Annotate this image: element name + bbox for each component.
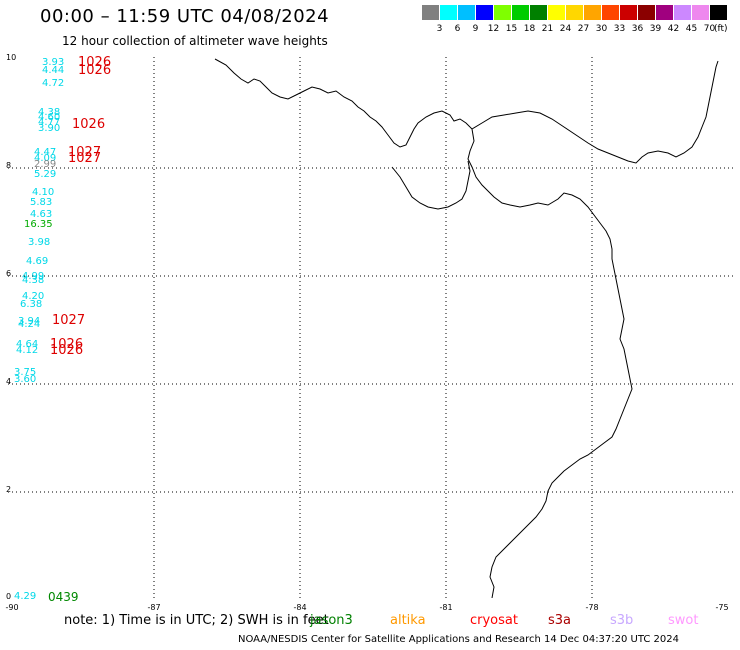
altimeter-map <box>8 57 735 598</box>
satellite-legend-item: altika <box>390 613 426 628</box>
x-axis-label: -84 <box>293 603 307 612</box>
y-axis-label: 10 <box>6 53 17 62</box>
color-scale-tick: 36 <box>631 24 644 34</box>
wave-height-label: 0439 <box>48 590 79 604</box>
color-scale-tick: 39 <box>649 24 662 34</box>
color-scale-tick: 9 <box>472 24 479 34</box>
wave-height-label: 4.38 <box>38 107 61 118</box>
color-swatch <box>566 5 583 20</box>
color-swatch <box>584 5 601 20</box>
color-scale-tick: 30 <box>595 24 608 34</box>
wave-height-label: 1027 <box>68 145 102 160</box>
wave-height-label: 4.47 <box>34 147 57 158</box>
color-scale-tick: 6 <box>454 24 461 34</box>
satellite-legend-item: swot <box>668 613 699 628</box>
page-title: 00:00 – 11:59 UTC 04/08/2024 <box>40 6 330 27</box>
color-swatch <box>458 5 475 20</box>
wave-height-label: 4.77 <box>38 117 61 128</box>
wave-height-label: 3.90 <box>38 123 61 134</box>
y-axis-label: 2 <box>6 485 12 494</box>
satellite-legend-item: cryosat <box>470 613 518 628</box>
x-axis-label: -75 <box>715 603 729 612</box>
wave-height-label: 5.83 <box>30 197 53 208</box>
x-axis-label: -81 <box>439 603 453 612</box>
wave-height-label: 1027 <box>68 151 102 166</box>
wave-height-label: 4.20 <box>22 291 45 302</box>
wave-height-label: 1026 <box>50 343 84 358</box>
wave-height-label: 4.38 <box>22 275 45 286</box>
color-scale-tick: 3 <box>436 24 443 34</box>
color-scale-tick: 33 <box>613 24 626 34</box>
wave-height-label: 4.99 <box>22 271 45 282</box>
satellite-legend-item: s3b <box>610 613 634 628</box>
satellite-legend-item: s3a <box>548 613 572 628</box>
x-axis-label: -78 <box>585 603 599 612</box>
wave-height-label: 4.64 <box>16 339 39 350</box>
color-scale-tick: 12 <box>487 24 500 34</box>
page-subtitle: 12 hour collection of altimeter wave hei… <box>62 34 328 48</box>
color-swatch <box>674 5 691 20</box>
map-gridlines <box>8 57 735 598</box>
color-scale-tick: 70 <box>703 24 716 34</box>
y-axis-label: 8 <box>6 161 12 170</box>
wave-height-label: 1026 <box>50 337 84 352</box>
color-scale-tick: 45 <box>685 24 698 34</box>
wave-height-label: 4.72 <box>42 78 65 89</box>
wave-height-label: 5.29 <box>34 169 57 180</box>
color-scale-tick: 18 <box>523 24 536 34</box>
color-scale-tick: 15 <box>505 24 518 34</box>
wave-height-label: 1026 <box>72 117 106 132</box>
wave-height-label: 4.09 <box>34 153 57 164</box>
coastline <box>214 58 633 598</box>
satellite-legend-item: jason3 <box>310 613 353 628</box>
wave-height-label: 2.99 <box>34 159 57 170</box>
coastline-north-bay <box>471 60 719 164</box>
wave-height-label: 4.63 <box>30 209 53 220</box>
wave-height-label: 3.60 <box>14 374 37 385</box>
wave-height-label: 4.12 <box>16 345 39 356</box>
note-text: note: 1) Time is in UTC; 2) SWH is in fe… <box>64 613 329 628</box>
coastline-gulf <box>391 160 471 210</box>
color-swatch <box>710 5 727 20</box>
wave-height-label: 3.94 <box>18 316 41 327</box>
wave-height-label: 3.75 <box>14 367 37 378</box>
color-swatch <box>440 5 457 20</box>
wave-height-label: 4.29 <box>14 591 37 602</box>
wave-height-label: 1027 <box>52 313 86 328</box>
wave-height-label: 4.44 <box>42 65 65 76</box>
y-axis-label: 4 <box>6 377 12 386</box>
color-swatch <box>620 5 637 20</box>
wave-height-label: 4.69 <box>26 256 49 267</box>
color-swatch <box>422 5 439 20</box>
footer-credit: NOAA/NESDIS Center for Satellite Applica… <box>238 634 680 645</box>
wave-height-label: 4.10 <box>32 187 55 198</box>
color-scale-tick: 42 <box>667 24 680 34</box>
x-axis-label: -90 <box>5 603 19 612</box>
wave-height-label: 4.24 <box>18 319 41 330</box>
wave-height-label: 1026 <box>78 63 112 78</box>
color-swatch <box>512 5 529 20</box>
wave-height-label: 3.93 <box>42 57 65 68</box>
color-swatch <box>476 5 493 20</box>
y-axis-label: 6 <box>6 269 12 278</box>
color-scale-tick: 21 <box>541 24 554 34</box>
wave-height-label: 1026 <box>78 55 112 70</box>
wave-height-label: 16.35 <box>24 219 53 230</box>
wave-height-label: 3.98 <box>28 237 51 248</box>
color-swatch <box>530 5 547 20</box>
color-swatch <box>692 5 709 20</box>
y-axis-label: 0 <box>6 592 12 601</box>
color-swatch <box>638 5 655 20</box>
color-scale-tick: 24 <box>559 24 572 34</box>
color-swatch <box>656 5 673 20</box>
wave-height-label: 4.60 <box>38 112 61 123</box>
color-scale-tick: 27 <box>577 24 590 34</box>
color-swatch <box>494 5 511 20</box>
wave-height-label: 6.38 <box>20 299 43 310</box>
x-axis-label: -87 <box>147 603 161 612</box>
color-scale-unit: (ft) <box>714 24 728 34</box>
color-swatch <box>548 5 565 20</box>
color-swatch <box>602 5 619 20</box>
